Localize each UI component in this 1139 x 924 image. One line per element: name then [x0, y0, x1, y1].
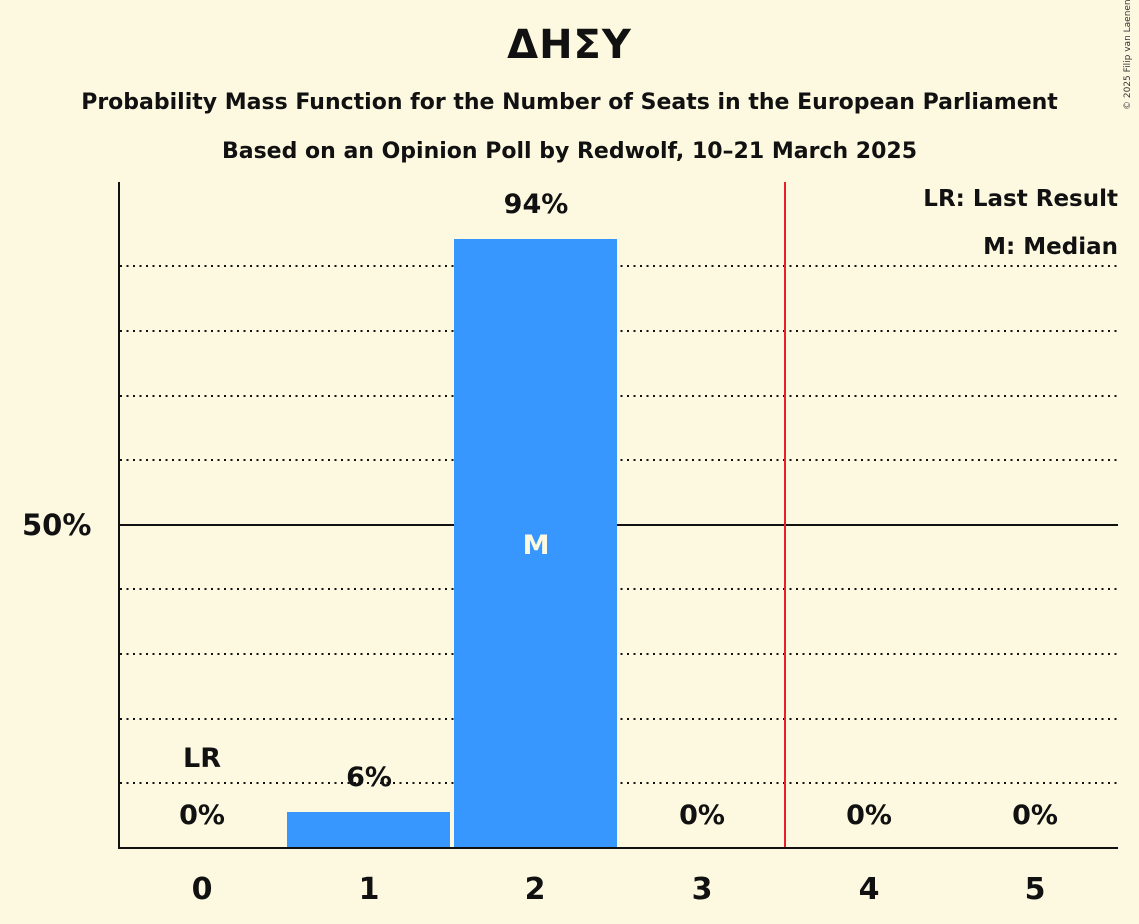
chart-subtitle-source: Based on an Opinion Poll by Redwolf, 10–… [221, 139, 918, 164]
bar-1 [287, 812, 450, 848]
bar-label-2: 94% [503, 189, 569, 220]
x-tick-3: 3 [691, 872, 713, 907]
chart-subtitle: Probability Mass Function for the Number… [81, 90, 1058, 115]
bar-label-4: 0% [846, 800, 892, 831]
bar-label-1: 6% [346, 762, 392, 793]
x-tick-2: 2 [524, 872, 546, 907]
median-marker: M [522, 530, 550, 561]
legend-last-result: LR: Last Result [923, 186, 1118, 212]
bar-label-0: 0% [179, 800, 225, 831]
legend-median: M: Median [983, 234, 1118, 260]
bar-label-5: 0% [1012, 800, 1058, 831]
bar-label-3: 0% [679, 800, 725, 831]
x-tick-5: 5 [1024, 872, 1046, 907]
x-tick-4: 4 [858, 872, 880, 907]
x-tick-0: 0 [191, 872, 213, 907]
last-result-marker: LR [183, 743, 221, 774]
bar-2 [454, 239, 617, 848]
x-tick-1: 1 [358, 872, 380, 907]
chart-title: ΔΗΣΥ [507, 22, 632, 68]
y-tick-50: 50% [22, 508, 92, 542]
